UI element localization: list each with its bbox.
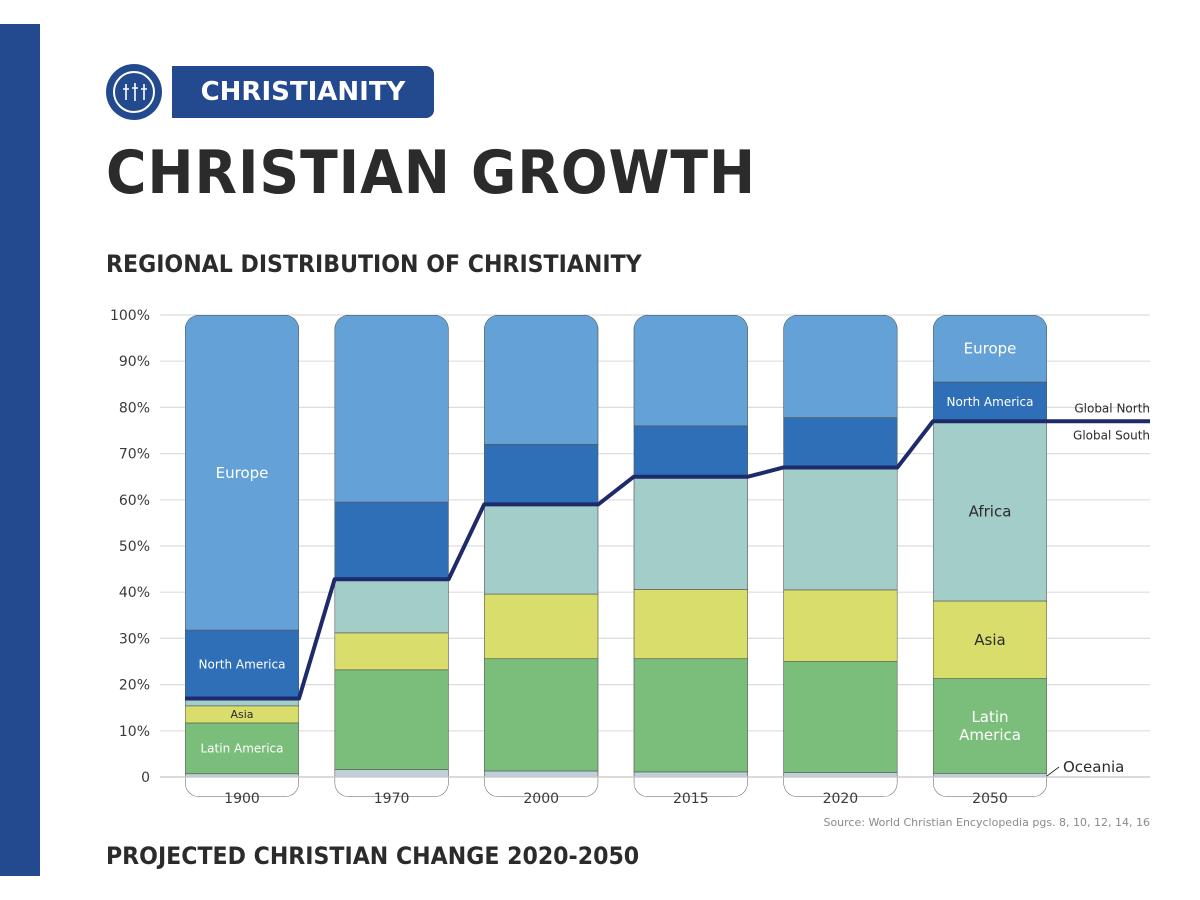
bar-segment (633, 658, 748, 773)
bar-label: Europe (964, 340, 1017, 358)
bar-segment (783, 589, 898, 662)
bar-segment (334, 578, 449, 634)
oceania-label: Oceania (1063, 758, 1124, 776)
crosses-icon (106, 64, 162, 120)
bar-segment (484, 658, 599, 772)
bar-segment (633, 589, 748, 660)
section-badge-label: CHRISTIANITY (172, 66, 434, 118)
bar-segment (783, 661, 898, 773)
x-tick-label: 1970 (374, 791, 410, 807)
bar-group-1970 (334, 315, 449, 797)
y-tick-label: 70% (119, 447, 150, 463)
oceania-callout-line (1046, 766, 1060, 777)
bar-segment (334, 632, 449, 671)
y-tick-label: 90% (119, 354, 150, 370)
bar-segment (933, 315, 1047, 383)
bar-label: Latin America (959, 708, 1021, 744)
global-north-label: Global North (1074, 401, 1150, 415)
bar-segment (334, 669, 449, 770)
bar-group-2020 (783, 315, 898, 797)
x-tick-label: 1900 (224, 791, 260, 807)
y-tick-label: 100% (110, 308, 150, 324)
bar-segment (484, 444, 599, 505)
bar-segment (933, 678, 1047, 774)
global-south-label: Global South (1073, 428, 1150, 442)
bar-segment (334, 315, 449, 503)
y-tick-label: 40% (119, 585, 150, 601)
bar-segment (484, 315, 599, 445)
bar-segment (334, 769, 449, 778)
bar-segment (933, 420, 1047, 602)
x-tick-label: 2015 (673, 791, 709, 807)
page-title: CHRISTIAN GROWTH (106, 138, 757, 208)
x-tick-label: 2000 (523, 791, 559, 807)
left-accent-stripe (0, 24, 40, 876)
bar-group-1900 (185, 315, 299, 797)
bar-group-2015 (633, 315, 748, 797)
bar-label: Europe (216, 464, 269, 482)
bar-label: Africa (969, 502, 1012, 520)
y-tick-label: 50% (119, 539, 150, 555)
y-tick-label: 30% (119, 631, 150, 647)
bar-segment (783, 315, 898, 418)
chart-title: REGIONAL DISTRIBUTION OF CHRISTIANITY (106, 250, 642, 278)
bar-label: North America (199, 657, 286, 671)
bar-segment (484, 770, 599, 778)
bar-segment (633, 425, 748, 478)
y-tick-label: 10% (119, 724, 150, 740)
y-tick-label: 0 (141, 770, 150, 786)
bar-group-2000 (484, 315, 599, 797)
bar-segment (185, 315, 299, 631)
y-tick-label: 20% (119, 678, 150, 694)
bar-label: Asia (230, 708, 253, 721)
next-section-title: PROJECTED CHRISTIAN CHANGE 2020-2050 (106, 842, 640, 870)
bar-segment (933, 600, 1047, 679)
source-note: Source: World Christian Encyclopedia pgs… (823, 816, 1150, 829)
bar-label: Latin America (201, 742, 284, 756)
bar-label: North America (947, 395, 1034, 409)
bar-segment (933, 381, 1047, 422)
bar-group-2050 (933, 315, 1047, 797)
y-tick-label: 60% (119, 493, 150, 509)
y-tick-label: 80% (119, 400, 150, 416)
bar-segment (484, 593, 599, 660)
x-tick-label: 2020 (823, 791, 859, 807)
bar-segment (484, 504, 599, 595)
x-tick-label: 2050 (972, 791, 1008, 807)
bar-segment (633, 476, 748, 590)
bar-segment (334, 501, 449, 580)
global-north-south-line (185, 419, 1150, 701)
bar-label: Asia (974, 631, 1005, 649)
bar-segment (783, 417, 898, 468)
bar-segment (633, 315, 748, 427)
bar-segment (783, 467, 898, 591)
bar-segment (783, 772, 898, 778)
bar-segment (633, 771, 748, 778)
bar-segment (185, 722, 299, 775)
